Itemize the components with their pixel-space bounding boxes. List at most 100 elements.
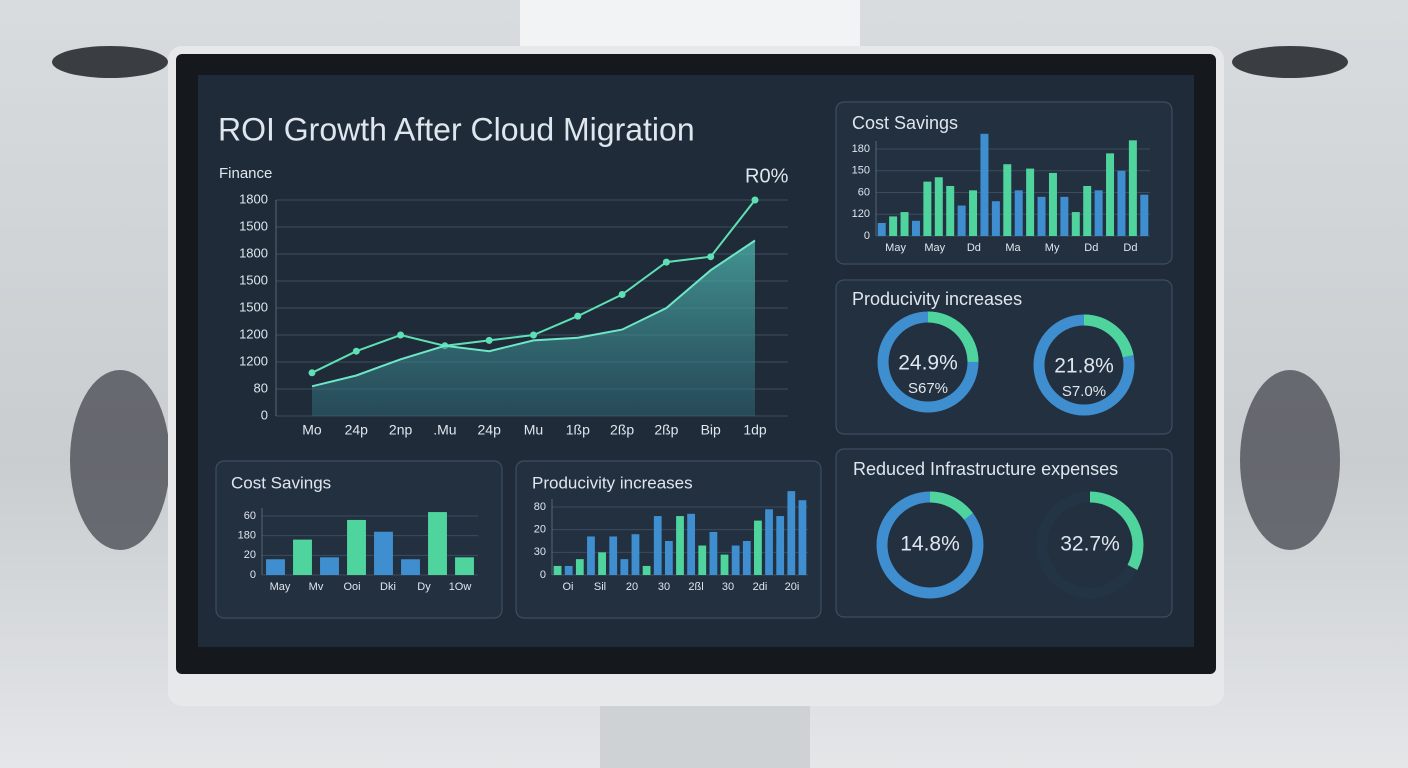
y-tick-label: 1800: [239, 245, 268, 260]
y-tick-label: 80: [254, 380, 268, 395]
x-tick-label: 2ßp: [610, 422, 634, 438]
bar: [374, 531, 393, 575]
y-tick-label: 0: [864, 230, 870, 242]
bar: [1003, 164, 1012, 236]
point: [530, 331, 537, 339]
y-tick-label: 180: [852, 143, 870, 155]
bar: [1128, 140, 1137, 236]
x-tick-label: Ma: [1005, 242, 1021, 254]
point: [662, 258, 670, 266]
x-tick-label: Oi: [563, 581, 574, 593]
y-tick-label: 20: [534, 524, 546, 536]
window: [520, 0, 860, 48]
bar: [798, 500, 807, 575]
donut-sublabel: S67%: [908, 380, 948, 397]
x-tick-label: Mv: [309, 581, 324, 593]
x-tick-label: 1Ow: [449, 581, 472, 593]
point: [618, 291, 626, 298]
panel-title: Cost Savings: [231, 473, 331, 492]
x-tick-label: 1dp: [743, 422, 767, 438]
bar: [946, 185, 955, 236]
y-tick-label: 30: [534, 546, 546, 558]
bar: [969, 190, 978, 236]
point: [485, 336, 493, 344]
x-tick-label: Dd: [967, 242, 981, 254]
lamp: [52, 46, 168, 78]
donut-arc: [877, 311, 979, 413]
bar: [1083, 185, 1092, 236]
bar: [609, 536, 618, 575]
y-tick-label: 80: [534, 501, 546, 513]
x-tick-label: 2di: [753, 581, 768, 593]
panel-title: Producivity increases: [532, 473, 693, 492]
chart-title: ROI Growth After Cloud Migration: [218, 111, 695, 147]
donut-value: 24.9%: [898, 352, 958, 375]
x-tick-label: 30: [722, 581, 734, 593]
x-tick-label: 30: [658, 581, 670, 593]
y-tick-label: 20: [244, 549, 256, 561]
x-tick-label: 2ßp: [654, 422, 678, 438]
bar: [266, 559, 285, 575]
bar: [320, 557, 339, 575]
x-tick-label: Ooi: [343, 581, 360, 593]
y-tick-label: 1200: [239, 326, 268, 341]
panel-title: Producivity increases: [852, 289, 1022, 309]
x-tick-label: 2np: [389, 422, 413, 438]
bar: [598, 552, 606, 575]
y-tick-label: 0: [540, 569, 546, 581]
bar: [877, 222, 886, 236]
donut-value: 21.8%: [1054, 355, 1114, 378]
bar: [455, 557, 474, 575]
y-tick-label: 60: [244, 510, 256, 522]
x-tick-label: .Mu: [433, 422, 456, 438]
bar: [698, 545, 707, 575]
bar: [1026, 168, 1035, 236]
bar: [687, 513, 696, 575]
bar: [889, 216, 898, 236]
donut-arc: [1036, 491, 1144, 599]
donut-value: 32.7%: [1060, 533, 1120, 556]
person: [1240, 370, 1340, 550]
bar: [731, 545, 740, 575]
y-tick-label: 150: [852, 165, 870, 177]
panel-title: Reduced Infrastructure expenses: [853, 459, 1118, 479]
bar: [1094, 190, 1103, 236]
point: [397, 331, 405, 339]
line: [311, 239, 756, 388]
bar: [642, 565, 651, 575]
bar: [923, 181, 932, 236]
x-tick-label: 2ßl: [688, 581, 703, 593]
bar: [401, 559, 420, 575]
monitor-stand: [600, 700, 810, 768]
bar: [575, 559, 584, 575]
bar: [428, 512, 447, 575]
x-tick-label: May: [924, 242, 945, 254]
bar: [293, 539, 312, 575]
bar: [347, 519, 366, 575]
panel: [515, 460, 822, 619]
point: [352, 347, 360, 355]
bar: [934, 177, 943, 236]
donut-arc: [876, 491, 984, 599]
bar: [553, 565, 562, 575]
x-tick-label: 20i: [785, 581, 800, 593]
bar: [754, 520, 762, 575]
y-tick-label: 60: [858, 186, 870, 198]
bar: [1014, 190, 1023, 236]
x-tick-label: Mo: [302, 422, 322, 438]
bar: [787, 491, 796, 575]
x-tick-label: 24p: [345, 422, 369, 438]
bar: [1117, 170, 1126, 236]
y-tick-label: 0: [250, 569, 256, 581]
x-tick-label: My: [1045, 242, 1060, 254]
x-tick-label: Mu: [524, 422, 543, 438]
y-tick-label: 120: [852, 208, 870, 220]
bar: [664, 541, 673, 575]
x-tick-label: 1ßp: [566, 422, 590, 438]
y-tick-label: 0: [261, 407, 268, 422]
x-tick-label: Dd: [1084, 242, 1098, 254]
x-tick-label: Bip: [701, 422, 721, 438]
bar: [587, 536, 595, 575]
bar: [1071, 212, 1080, 236]
